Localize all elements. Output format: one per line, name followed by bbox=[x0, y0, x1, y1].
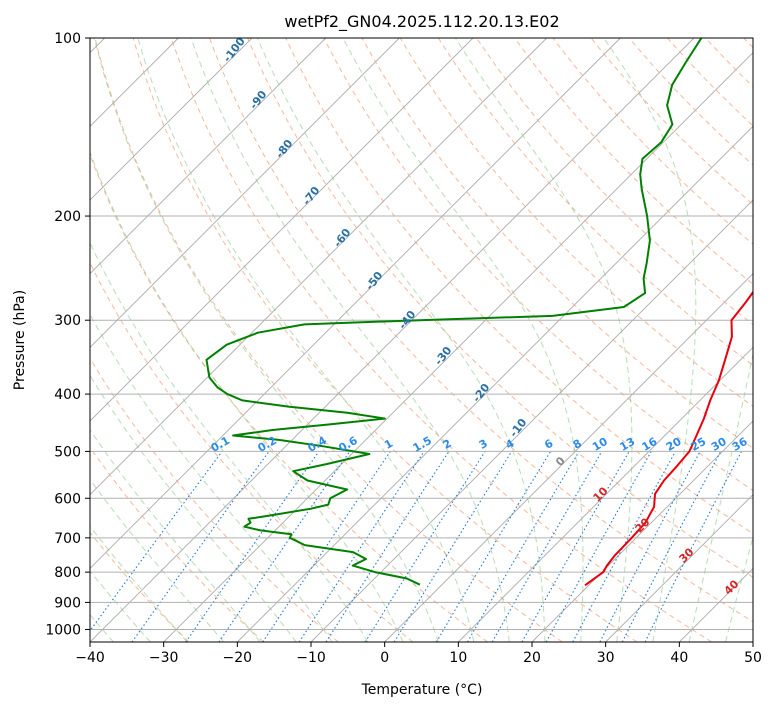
moist-adiabat bbox=[90, 428, 261, 642]
y-axis: 100 200 300 400 500 600 700 800 900 1000 bbox=[45, 31, 90, 638]
series-lines bbox=[205, 38, 753, 587]
y-tick-label: 100 bbox=[54, 31, 81, 47]
mixing-ratio-line bbox=[325, 451, 450, 642]
x-tick-label: −20 bbox=[223, 650, 253, 666]
isotherm bbox=[90, 38, 695, 642]
dry-adiabat bbox=[285, 38, 753, 535]
y-tick-label: 800 bbox=[54, 565, 81, 581]
y-tick-label: 900 bbox=[54, 595, 81, 611]
dry-adiabat bbox=[90, 531, 190, 642]
x-tick-label: 0 bbox=[380, 650, 389, 666]
dry-adiabat bbox=[132, 38, 638, 642]
plot-area bbox=[90, 38, 753, 642]
y-axis-title: Pressure (hPa) bbox=[12, 290, 28, 390]
dry-adiabat bbox=[361, 38, 753, 449]
x-tick-label: 30 bbox=[597, 650, 615, 666]
moist-adiabat bbox=[603, 38, 697, 642]
moist-adiabat bbox=[688, 351, 753, 642]
mixing-ratio-line bbox=[131, 451, 270, 642]
moist-adiabat bbox=[93, 38, 439, 642]
dry-adiabat bbox=[90, 357, 339, 642]
y-tick-label: 700 bbox=[54, 531, 81, 547]
isotherm bbox=[237, 125, 753, 642]
isotherm bbox=[90, 38, 326, 275]
x-tick-label: 10 bbox=[449, 650, 467, 666]
x-axis-title: Temperature (°C) bbox=[361, 682, 483, 698]
plot-frame bbox=[89, 37, 754, 643]
chart-title: wetPf2_GN04.2025.112.20.13.E02 bbox=[284, 12, 559, 32]
profile-line bbox=[205, 38, 703, 586]
isotherm bbox=[90, 38, 621, 569]
x-tick-label: 20 bbox=[523, 650, 541, 666]
isotherm bbox=[384, 273, 753, 642]
mixing-ratio-line bbox=[185, 451, 320, 642]
isotherm bbox=[605, 494, 753, 642]
isotherm bbox=[163, 52, 753, 642]
y-tick-label: 600 bbox=[54, 491, 81, 507]
y-tick-label: 400 bbox=[54, 387, 81, 403]
dry-adiabat bbox=[476, 38, 753, 326]
y-tick-label: 500 bbox=[54, 444, 81, 460]
moist-adiabat bbox=[90, 150, 404, 642]
dry-adiabat bbox=[399, 38, 753, 407]
moist-adiabat bbox=[90, 478, 225, 642]
dry-adiabat bbox=[590, 38, 753, 206]
moist-adiabat bbox=[190, 38, 510, 642]
dry-adiabat bbox=[170, 38, 712, 642]
moist-adiabat bbox=[342, 38, 584, 642]
dry-adiabat bbox=[552, 38, 753, 245]
moist-adiabat bbox=[256, 38, 546, 642]
mixing-ratio-line bbox=[218, 451, 351, 642]
dry-adiabat bbox=[94, 38, 563, 642]
isotherm bbox=[531, 420, 753, 642]
dry-adiabat bbox=[628, 38, 753, 166]
mixing-ratio-line bbox=[393, 451, 513, 642]
moist-adiabat bbox=[762, 38, 775, 642]
moist-adiabat bbox=[137, 38, 475, 642]
mixing-ratio-line bbox=[644, 451, 742, 642]
mixing-ratio-line bbox=[298, 451, 425, 642]
isotherm bbox=[90, 38, 547, 496]
mixing-ratio-line bbox=[262, 451, 391, 642]
mixing-ratio-line bbox=[572, 451, 676, 642]
mixing-ratio-line bbox=[545, 451, 652, 642]
profile-line bbox=[584, 290, 753, 587]
isotherm bbox=[458, 346, 753, 642]
mixing-ratio-line bbox=[521, 451, 630, 642]
dry-adiabat bbox=[247, 38, 753, 578]
dry-adiabat bbox=[437, 38, 753, 366]
x-axis: −40 −30 −20 −10 0 10 20 30 40 50 bbox=[75, 642, 762, 666]
isotherm bbox=[90, 38, 253, 201]
x-tick-label: −10 bbox=[296, 650, 326, 666]
isotherm bbox=[90, 38, 474, 422]
moist-adiabat bbox=[90, 241, 369, 642]
moist-adiabat bbox=[725, 535, 753, 642]
x-tick-label: −30 bbox=[149, 650, 179, 666]
isotherm bbox=[90, 38, 400, 348]
x-tick-label: 50 bbox=[744, 650, 762, 666]
y-tick-label: 1000 bbox=[45, 622, 81, 638]
y-tick-label: 300 bbox=[54, 313, 81, 329]
dry-adiabat bbox=[514, 38, 753, 285]
x-tick-label: 40 bbox=[670, 650, 688, 666]
mixing-ratio-line bbox=[621, 451, 722, 642]
isotherm bbox=[752, 641, 753, 642]
y-tick-label: 200 bbox=[54, 209, 81, 225]
dry-adiabat bbox=[209, 38, 753, 623]
mixing-ratio-line bbox=[90, 451, 223, 632]
x-tick-label: −40 bbox=[75, 650, 105, 666]
